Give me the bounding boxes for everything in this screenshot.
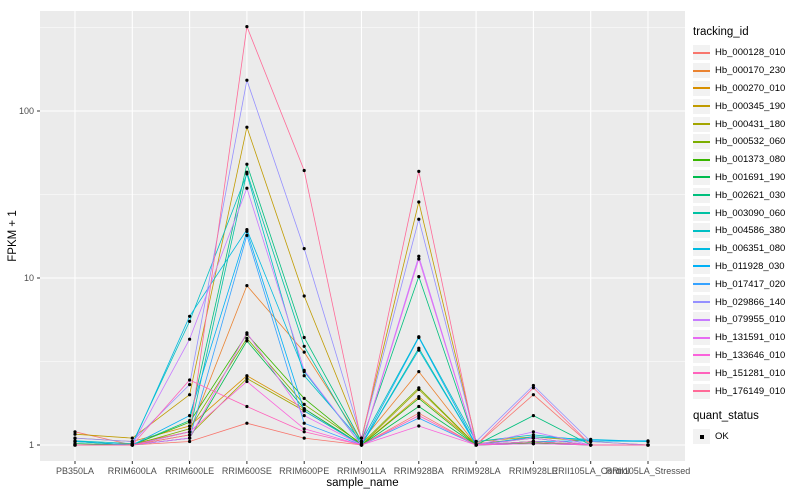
- x-tick-label: RRIM928LA: [452, 466, 501, 476]
- legend-item-Hb_004586_380: Hb_004586_380: [693, 222, 799, 240]
- plot-panel: 1 10 100 PB350LA RRIM600LA RRIM600LE RRIM600SE…: [19, 11, 691, 476]
- line-key-icon: [693, 98, 710, 114]
- series-points: [73, 25, 650, 447]
- legend-item-label: Hb_001373_080: [715, 154, 786, 166]
- quant-item-label: OK: [715, 431, 729, 443]
- legend-item-Hb_006351_080: Hb_006351_080: [693, 240, 799, 258]
- legend-item-Hb_011928_030: Hb_011928_030: [693, 258, 799, 276]
- legend-item-Hb_002621_030: Hb_002621_030: [693, 186, 799, 204]
- legend-item-label: Hb_006351_080: [715, 243, 786, 255]
- legend-item-label: Hb_000431_180: [715, 118, 786, 130]
- x-tick-label: RRII105LA_Stressed: [606, 466, 691, 476]
- legend-item-Hb_017417_020: Hb_017417_020: [693, 275, 799, 293]
- line-key-icon: [693, 330, 710, 346]
- y-tick-label: 1: [29, 440, 34, 450]
- line-key-icon: [693, 116, 710, 132]
- panel-background: [40, 11, 685, 461]
- legend-title: tracking_id: [693, 26, 749, 38]
- line-key-icon: [693, 276, 710, 292]
- quant-legend-title: quant_status: [693, 409, 759, 422]
- legend-item-label: Hb_131591_010: [715, 332, 786, 344]
- legend-item-Hb_000532_060: Hb_000532_060: [693, 133, 799, 151]
- legend-item-label: Hb_000345_190: [715, 100, 786, 112]
- legend-item-Hb_000170_230: Hb_000170_230: [693, 62, 799, 80]
- legend-item-label: Hb_176149_010: [715, 385, 786, 397]
- line-key-icon: [693, 258, 710, 274]
- x-tick-label: RRIM928LE: [509, 466, 558, 476]
- legend-item-Hb_001373_080: Hb_001373_080: [693, 151, 799, 169]
- line-key-icon: [693, 294, 710, 310]
- x-tick-label: RRIM600PE: [279, 466, 329, 476]
- legend-item-label: Hb_000270_010: [715, 82, 786, 94]
- line-key-icon: [693, 80, 710, 96]
- legend-item-label: Hb_002621_030: [715, 189, 786, 201]
- legend-item-label: Hb_017417_020: [715, 278, 786, 290]
- line-key-icon: [693, 187, 710, 203]
- legend-item-Hb_131591_010: Hb_131591_010: [693, 329, 799, 347]
- line-key-icon: [693, 365, 710, 381]
- x-tick-label: RRII105LA_Control: [552, 466, 630, 476]
- legend-item-Hb_079955_010: Hb_079955_010: [693, 311, 799, 329]
- legend-item-label: Hb_133646_010: [715, 349, 786, 361]
- x-tick-label: PB350LA: [56, 466, 94, 476]
- point-key-icon: [693, 429, 710, 445]
- line-key-icon: [693, 347, 710, 363]
- legend-item-Hb_176149_010: Hb_176149_010: [693, 382, 799, 400]
- x-tick-label: RRIM600LE: [165, 466, 214, 476]
- legend-item-Hb_000345_190: Hb_000345_190: [693, 97, 799, 115]
- legend-item-label: Hb_000532_060: [715, 136, 786, 148]
- legend-item-Hb_003090_060: Hb_003090_060: [693, 204, 799, 222]
- legend-item-label: Hb_000170_230: [715, 65, 786, 77]
- x-axis-title: sample_name: [326, 477, 399, 489]
- line-key-icon: [693, 134, 710, 150]
- line-key-icon: [693, 312, 710, 328]
- legend-item-label: Hb_029866_140: [715, 296, 786, 308]
- legend: tracking_id Hb_000128_010 Hb_000170_230 Hb…: [693, 26, 799, 446]
- legend-item-label: Hb_011928_030: [715, 260, 785, 272]
- line-key-icon: [693, 383, 710, 399]
- x-tick-label: RRIM901LA: [337, 466, 386, 476]
- legend-item-Hb_000128_010: Hb_000128_010: [693, 44, 799, 62]
- legend-item-Hb_001691_190: Hb_001691_190: [693, 169, 799, 187]
- line-key-icon: [693, 223, 710, 239]
- legend-item-Hb_000431_180: Hb_000431_180: [693, 115, 799, 133]
- x-tick-label: RRIM600LA: [108, 466, 157, 476]
- legend-items: Hb_000128_010 Hb_000170_230 Hb_000270_010 H…: [693, 44, 799, 400]
- y-tick-label: 100: [19, 106, 34, 116]
- line-key-icon: [693, 152, 710, 168]
- line-key-icon: [693, 63, 710, 79]
- legend-item-Hb_133646_010: Hb_133646_010: [693, 347, 799, 365]
- legend-item-label: Hb_000128_010: [715, 47, 786, 59]
- y-tick-label: 10: [24, 273, 34, 283]
- x-tick-label: RRIM600SE: [222, 466, 272, 476]
- legend-item-Hb_000270_010: Hb_000270_010: [693, 80, 799, 98]
- legend-item-label: Hb_001691_190: [715, 171, 786, 183]
- line-key-icon: [693, 45, 710, 61]
- legend-item-label: Hb_151281_010: [715, 367, 786, 379]
- x-tick-label: RRIM928BA: [394, 466, 444, 476]
- legend-item-Hb_029866_140: Hb_029866_140: [693, 293, 799, 311]
- legend-item-label: Hb_079955_010: [715, 314, 786, 326]
- line-key-icon: [693, 205, 710, 221]
- quant-legend-item: OK: [693, 428, 799, 446]
- line-key-icon: [693, 169, 710, 185]
- legend-item-Hb_151281_010: Hb_151281_010: [693, 364, 799, 382]
- y-axis-title: FPKM + 1: [7, 210, 19, 262]
- legend-item-label: Hb_004586_380: [715, 225, 786, 237]
- legend-item-label: Hb_003090_060: [715, 207, 786, 219]
- line-key-icon: [693, 241, 710, 257]
